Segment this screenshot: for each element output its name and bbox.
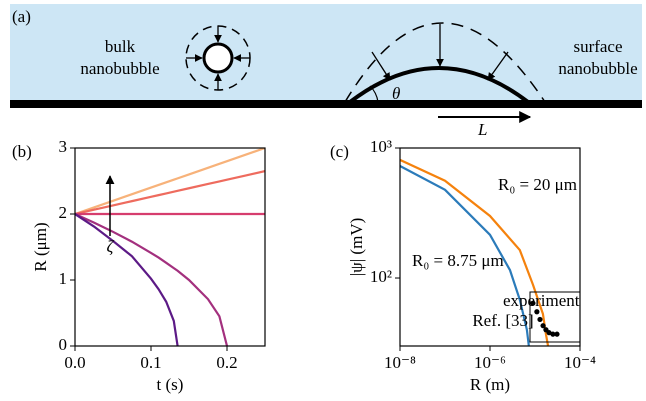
angle-label: θ <box>392 84 400 103</box>
x-tick-label: 10⁻⁶ <box>474 353 506 372</box>
series-label: R₀ = 8.75 μm <box>412 251 504 270</box>
chart-panel: R₀ = 8.75 μm R₀ = 20 μm experiment 10⁻⁸ 10⁻⁶… <box>330 137 596 394</box>
y-axis-label: R (μm) <box>31 222 50 271</box>
bulk-arrows <box>186 26 250 90</box>
series-line <box>400 165 530 346</box>
x-axis-label: R (m) <box>470 375 510 394</box>
bulk-label: nanobubble <box>80 59 159 78</box>
length-label: L <box>477 120 487 139</box>
water-background <box>10 4 642 102</box>
panel-label: (c) <box>330 142 349 161</box>
panel-label: (a) <box>12 7 31 26</box>
x-axis-label: t (s) <box>157 375 184 394</box>
data-point <box>537 316 543 323</box>
series-label: experiment <box>503 291 580 310</box>
series-line <box>75 213 179 346</box>
x-tick-label: 0.1 <box>140 353 161 372</box>
y-tick-label: 3 <box>59 137 68 156</box>
axes-frame <box>74 147 266 347</box>
data-point <box>540 323 546 329</box>
panel-label: (b) <box>12 142 32 161</box>
x-tick-label: 10⁻⁸ <box>384 353 416 372</box>
x-tick-label: 10⁻⁴ <box>564 353 596 372</box>
data-point <box>554 331 560 337</box>
data-point <box>550 331 556 337</box>
series-line <box>75 212 229 346</box>
x-tick-label: 0.0 <box>64 353 85 372</box>
y-tick-label: 10³ <box>370 137 392 156</box>
annotation: ζ <box>107 237 115 256</box>
substrate <box>10 100 642 108</box>
surface-arrows <box>371 24 509 81</box>
y-tick-label: 10² <box>370 267 392 286</box>
angle-arc <box>369 85 379 103</box>
panel-a: (a) bulk nanobubble surface nanobubble θ… <box>10 4 642 139</box>
bulk-bubble <box>202 42 234 74</box>
y-tick-label: 2 <box>59 203 68 222</box>
annotation-box <box>529 291 581 343</box>
data-point <box>530 300 536 306</box>
dashed-cap <box>344 22 546 103</box>
y-tick-label: 1 <box>59 269 68 288</box>
annotation: Ref. [33] <box>472 311 533 330</box>
surface-label: surface <box>573 37 622 56</box>
series-label: R₀ = 20 μm <box>498 175 577 194</box>
y-tick-label: 0 <box>59 335 68 354</box>
bulk-label: bulk <box>105 37 136 56</box>
data-point <box>534 309 540 315</box>
y-axis-label: |ψ| (mV) <box>347 218 366 277</box>
series-line <box>75 170 265 216</box>
surface-label: nanobubble <box>558 59 637 78</box>
x-tick-label: 0.2 <box>216 353 237 372</box>
chart-panel: 0.0 0.1 0.2 0 1 2 3 t (s) R (μm) (b) ζ <box>12 137 266 394</box>
series-line <box>75 148 265 216</box>
